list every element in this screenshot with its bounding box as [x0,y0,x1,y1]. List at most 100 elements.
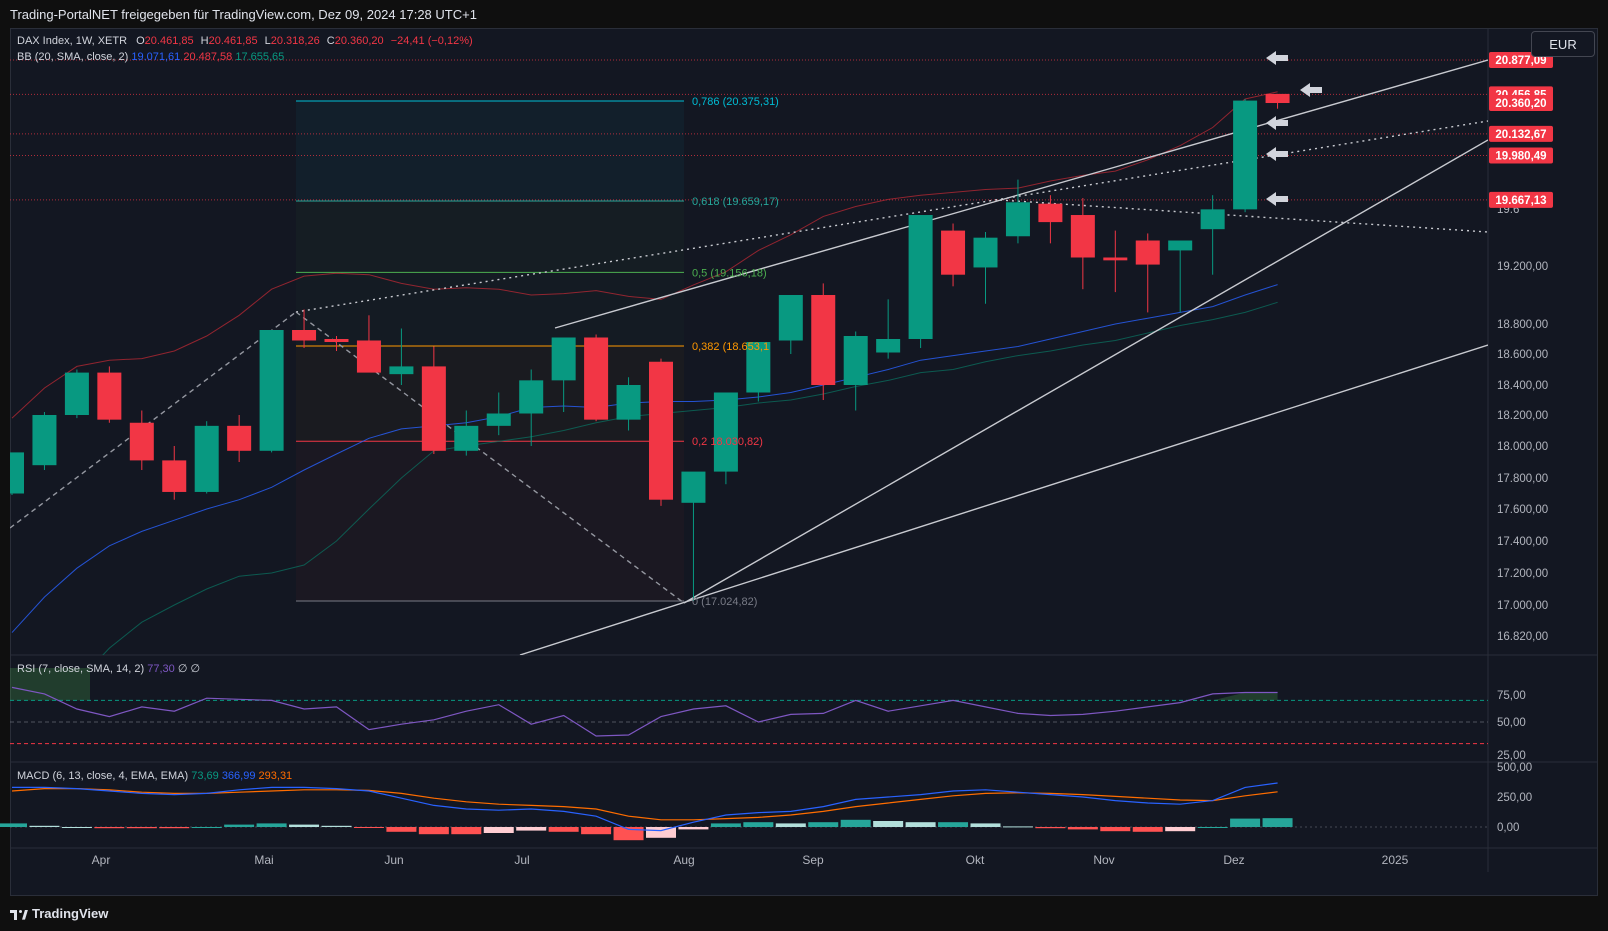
arrow-marker-icon [1266,51,1288,65]
macd-histogram-bar [1197,827,1228,828]
price-tag-bg [1489,125,1553,142]
candle [324,336,349,351]
candle [1103,230,1128,293]
candle-body [64,372,89,415]
candle [843,331,868,411]
candle [811,283,836,400]
macd-histogram-bar [321,825,352,827]
rsi-legend: RSI (7, close, SMA, 14, 2) 77,30 ∅ ∅ [17,662,200,675]
candle [616,377,641,431]
macd-signal-value: 293,31 [258,770,293,782]
time-axis-label: Sep [802,853,824,867]
candle [746,342,771,402]
macd-line-value: 366,99 [221,770,256,782]
macd-histogram-bar [191,827,222,828]
candle [162,446,187,500]
rsi-overbought-fill [10,668,90,701]
candle-body [1200,209,1225,230]
chart-frame[interactable] [10,28,1598,896]
rsi-axis-label: 50,00 [1497,717,1526,729]
price-axis-label: 17.400,00 [1497,536,1548,548]
macd-label[interactable]: MACD (6, 13, close, 4, EMA, EMA) [17,770,189,782]
rsi-pane [10,668,1488,745]
macd-histogram-bar [126,827,157,829]
candle [1233,98,1258,213]
candle [10,452,24,496]
share-title: Trading-PortalNET freigegeben für Tradin… [10,7,477,22]
change-value: −24,41 (−0,12%) [390,35,473,47]
macd-histogram-bar [1165,827,1196,832]
candle [584,334,609,422]
candle-body [681,471,706,503]
candle-body [292,330,317,341]
price-axis-label: 17.800,00 [1497,473,1548,485]
macd-histogram-bar [548,827,579,832]
low-label: L [264,35,271,47]
bb-upper-value: 20.487,58 [183,51,233,63]
dashed-swing-up-line [10,311,297,529]
macd-histogram-bar [1067,827,1098,830]
candle [454,410,479,456]
fib-zone-786 [296,100,684,201]
macd-histogram-bar [256,823,287,827]
fib-level-618-label: 0,618 (19.659,17) [692,196,779,208]
channel-lower-trendline [683,139,1488,604]
macd-histogram-bar [678,827,709,830]
candle [389,328,414,385]
macd-line [12,782,1278,832]
macd-histogram-bar [808,822,839,827]
macd-histogram-bar [289,824,320,827]
candle-body [1038,203,1063,223]
candle-body [194,425,219,492]
macd-histogram-bar [1100,827,1131,832]
arrow-marker-icon [1300,83,1322,97]
macd-signal-line [11,787,1278,821]
candle [681,471,706,602]
macd-histogram-bar [646,827,676,838]
symbol-label[interactable]: DAX Index, 1W, XETR [17,35,128,47]
price-axis-label: 16.820,00 [1497,631,1548,643]
candle-body [746,342,771,393]
rsi-axis-label: 25,00 [1497,750,1526,762]
candle [876,299,901,359]
candle [551,337,576,412]
price-tag-label: 20.132,67 [1495,129,1546,141]
price-tag-label: 19.980,49 [1495,150,1546,162]
macd-histogram-bar [516,827,547,831]
candle [194,421,219,494]
candle [259,330,284,453]
candle [778,295,803,354]
arrow-marker-icon [1266,192,1288,206]
currency-selector[interactable]: EUR [1531,31,1595,57]
macd-histogram-bar [743,822,774,827]
candle-body [97,372,122,420]
price-axis-label: 17.600,00 [1497,504,1548,516]
bb-legend: BB (20, SMA, close, 2) 19.071,61 20.487,… [17,51,284,63]
rsi-label[interactable]: RSI (7, close, SMA, 14, 2) [17,663,145,675]
arrow-marker-icon [1266,147,1288,161]
price-tag [1489,125,1553,142]
candle-body [584,337,609,420]
candle [908,215,933,348]
fib-zone-618 [296,200,684,273]
bb-lower-value: 17.655,65 [235,51,285,63]
price-axis-label: 17.200,00 [1497,568,1548,580]
price-tag-bg [1489,95,1553,112]
candle-body [421,366,446,451]
open-label: O [136,35,145,47]
tradingview-logo[interactable]: TradingView [10,906,108,921]
candle [1038,195,1063,244]
candle [97,366,122,423]
candle-body [811,295,836,385]
tradingview-logo-icon [10,909,28,920]
time-axis-label: Okt [966,853,985,867]
rsi-axis-label: 75,00 [1497,690,1526,702]
candle [1265,93,1290,109]
open-value: 20.461,85 [144,35,194,47]
rsi-overbought-fill-right [1212,692,1278,701]
bb-label[interactable]: BB (20, SMA, close, 2) [17,51,129,63]
share-header: Trading-PortalNET freigegeben für Tradin… [0,0,1608,28]
candle [973,232,998,304]
fib-level-382-label: 0,382 (18.653,1 [692,341,769,353]
